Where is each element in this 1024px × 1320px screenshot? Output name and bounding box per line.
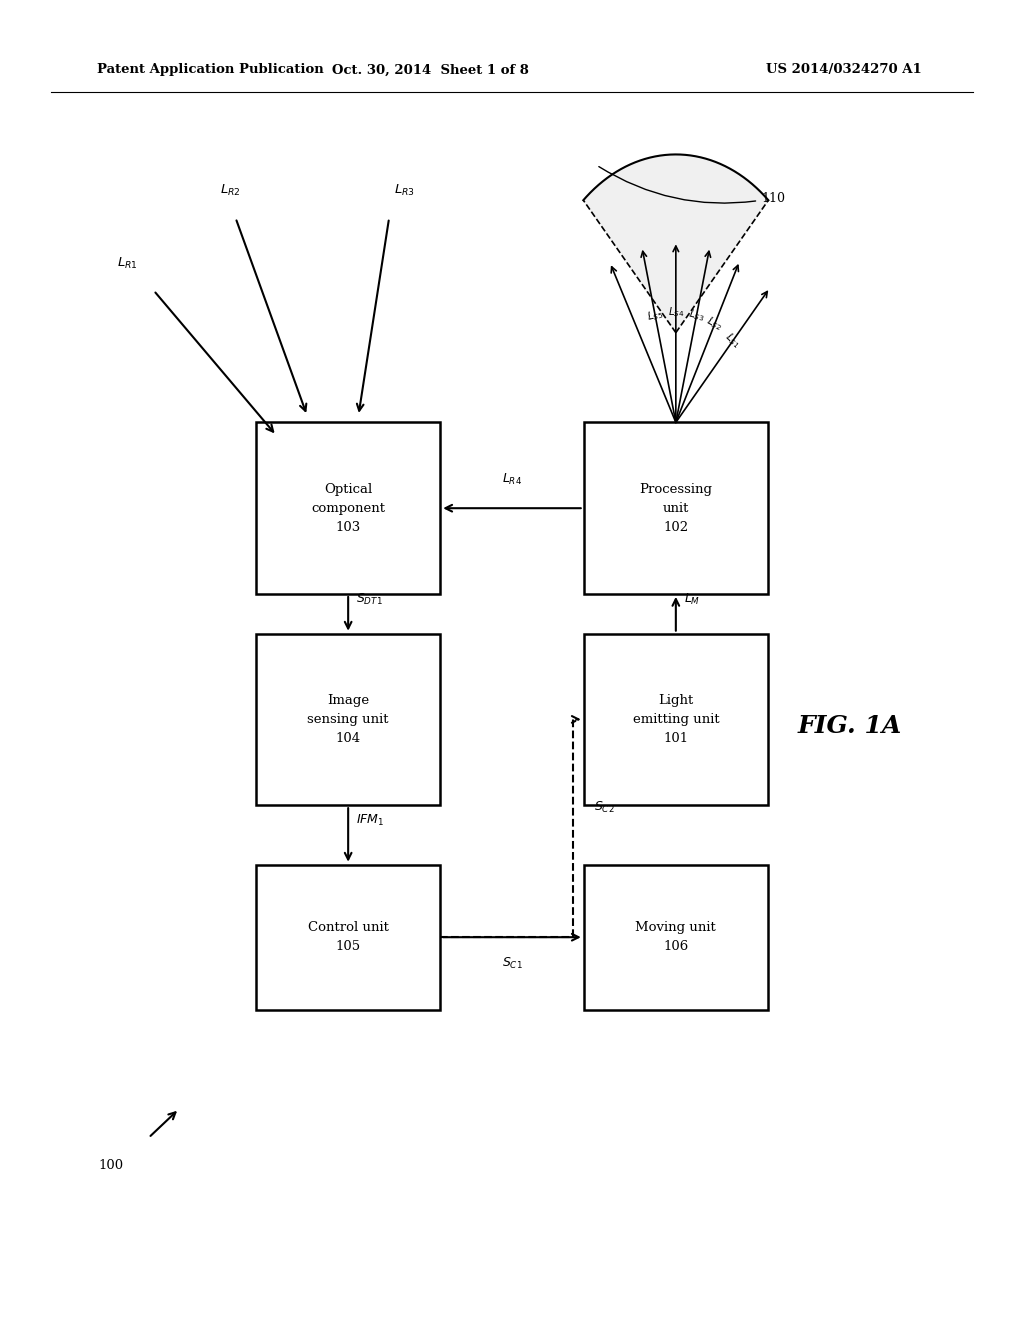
Text: 100: 100 xyxy=(98,1159,123,1172)
Bar xyxy=(256,634,440,805)
Text: Control unit
105: Control unit 105 xyxy=(308,921,388,953)
Text: $L_M$: $L_M$ xyxy=(684,593,700,607)
Text: FIG. 1A: FIG. 1A xyxy=(798,714,902,738)
Text: $L_{R3}$: $L_{R3}$ xyxy=(394,183,415,198)
Text: $L_{R2}$: $L_{R2}$ xyxy=(220,183,241,198)
Text: Oct. 30, 2014  Sheet 1 of 8: Oct. 30, 2014 Sheet 1 of 8 xyxy=(332,63,528,77)
Polygon shape xyxy=(584,154,768,333)
Text: Light
emitting unit
101: Light emitting unit 101 xyxy=(633,694,719,744)
Text: $S_{C2}$: $S_{C2}$ xyxy=(594,800,614,814)
Text: $L_{R4}$: $L_{R4}$ xyxy=(502,473,522,487)
Text: $L_{R1}$: $L_{R1}$ xyxy=(118,256,138,271)
Text: Moving unit
106: Moving unit 106 xyxy=(636,921,716,953)
Text: $L_{S1}$: $L_{S1}$ xyxy=(723,330,743,351)
Bar xyxy=(256,422,440,594)
Text: 110: 110 xyxy=(599,166,785,205)
Bar xyxy=(584,865,768,1010)
Bar xyxy=(584,422,768,594)
Text: $L_{S3}$: $L_{S3}$ xyxy=(687,306,707,323)
Bar xyxy=(256,865,440,1010)
Text: Optical
component
103: Optical component 103 xyxy=(311,483,385,533)
Text: US 2014/0324270 A1: US 2014/0324270 A1 xyxy=(766,63,922,77)
Text: $S_{C1}$: $S_{C1}$ xyxy=(502,956,522,970)
Text: $L_{S2}$: $L_{S2}$ xyxy=(705,314,725,334)
Text: $S_{DT1}$: $S_{DT1}$ xyxy=(356,593,383,607)
Text: Patent Application Publication: Patent Application Publication xyxy=(97,63,324,77)
Text: Processing
unit
102: Processing unit 102 xyxy=(639,483,713,533)
Text: Image
sensing unit
104: Image sensing unit 104 xyxy=(307,694,389,744)
Text: $IFM_1$: $IFM_1$ xyxy=(356,813,385,829)
Text: $L_{S5}$: $L_{S5}$ xyxy=(645,306,665,323)
Bar xyxy=(584,634,768,805)
Text: $L_{S4}$: $L_{S4}$ xyxy=(668,305,684,319)
